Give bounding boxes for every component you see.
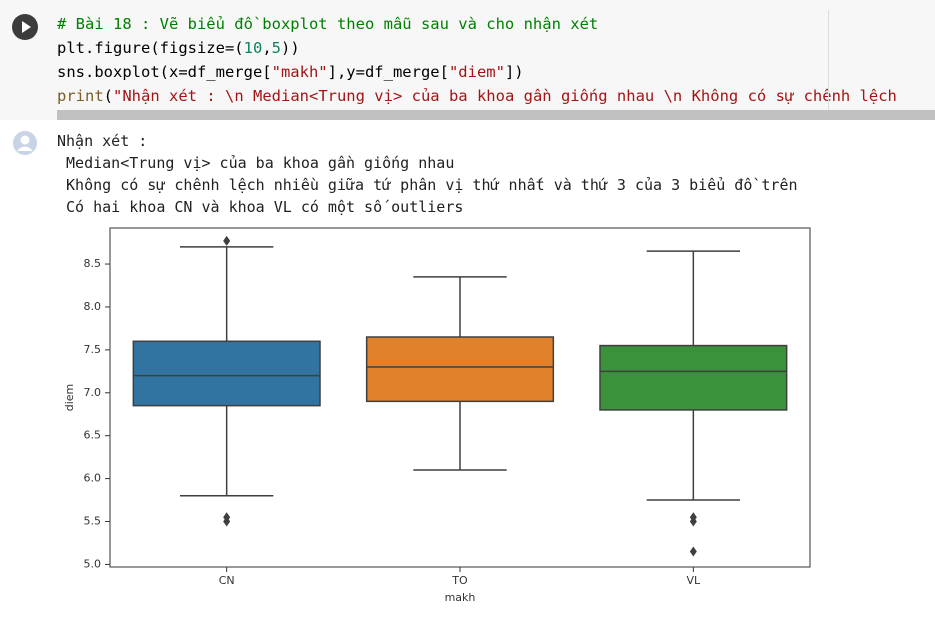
code-token: # Bài 18 : Vẽ biểu đồ boxplot theo mẫu s… — [57, 15, 599, 33]
code-token: )) — [281, 39, 300, 57]
outlier — [689, 512, 697, 523]
y-tick-label: 7.0 — [84, 386, 102, 399]
code-token: "Nhận xét : \n Median<Trung vị> của ba k… — [113, 87, 897, 105]
output-line: Không có sự chênh lệch nhiều giữa tứ phâ… — [57, 176, 798, 194]
x-tick-label: CN — [219, 574, 235, 587]
scrollbar[interactable] — [57, 110, 935, 120]
output-line: Nhận xét : — [57, 132, 148, 150]
output-line: Có hai khoa CN và khoa VL có một số outl… — [57, 198, 464, 216]
y-tick-label: 8.5 — [84, 257, 102, 270]
code-token: ( — [103, 87, 114, 105]
box — [599, 344, 788, 411]
code-cell: # Bài 18 : Vẽ biểu đồ boxplot theo mẫu s… — [0, 0, 935, 120]
code-token: 5 — [271, 39, 281, 57]
y-tick-label: 5.5 — [84, 515, 102, 528]
code-line: # Bài 18 : Vẽ biểu đồ boxplot theo mẫu s… — [57, 12, 927, 36]
run-button[interactable] — [12, 14, 38, 40]
code-token: , — [262, 39, 272, 57]
outlier — [223, 512, 231, 523]
output-icon — [13, 131, 37, 155]
y-axis-label: diem — [63, 384, 76, 412]
code-token: ],y=df_merge[ — [327, 63, 449, 81]
code-line: plt.figure(figsize=(10,5)) — [57, 36, 927, 60]
code-token: sns.boxplot(x=df_merge[ — [57, 63, 272, 81]
x-tick-label: TO — [451, 574, 468, 587]
output-line: Median<Trung vị> của ba khoa gần giống n… — [57, 154, 455, 172]
code-token: plt.figure(figsize=( — [57, 39, 244, 57]
code-line: print("Nhận xét : \n Median<Trung vị> củ… — [57, 84, 927, 108]
x-tick-label: VL — [687, 574, 702, 587]
code-token: print — [57, 87, 104, 105]
code: # Bài 18 : Vẽ biểu đồ boxplot theo mẫu s… — [57, 12, 927, 108]
y-tick-label: 6.0 — [84, 472, 102, 485]
ruler — [828, 10, 829, 110]
code-token: "diem" — [448, 63, 505, 81]
code-line: sns.boxplot(x=df_merge["makh"],y=df_merg… — [57, 60, 927, 84]
code-token: "makh" — [271, 63, 328, 81]
outlier — [689, 546, 697, 557]
box — [132, 340, 321, 407]
run-icon — [22, 21, 31, 33]
plot-frame — [109, 227, 811, 568]
code-token: ]) — [504, 63, 524, 81]
x-axis-label: makh — [445, 591, 476, 604]
y-tick-label: 7.5 — [84, 343, 102, 356]
chart: 5.0 5.5 6.0 6.5 7.0 7.5 8.0 8.5 diem makh CN TO VL — [63, 227, 811, 604]
box — [365, 336, 555, 403]
outlier — [223, 235, 231, 246]
output: Nhận xét : Median<Trung vị> của ba khoa … — [57, 130, 798, 218]
code-token: 10 — [243, 39, 263, 57]
y-tick-label: 8.0 — [84, 300, 102, 313]
y-tick-label: 6.5 — [84, 429, 102, 442]
y-tick-label: 5.0 — [84, 557, 102, 570]
